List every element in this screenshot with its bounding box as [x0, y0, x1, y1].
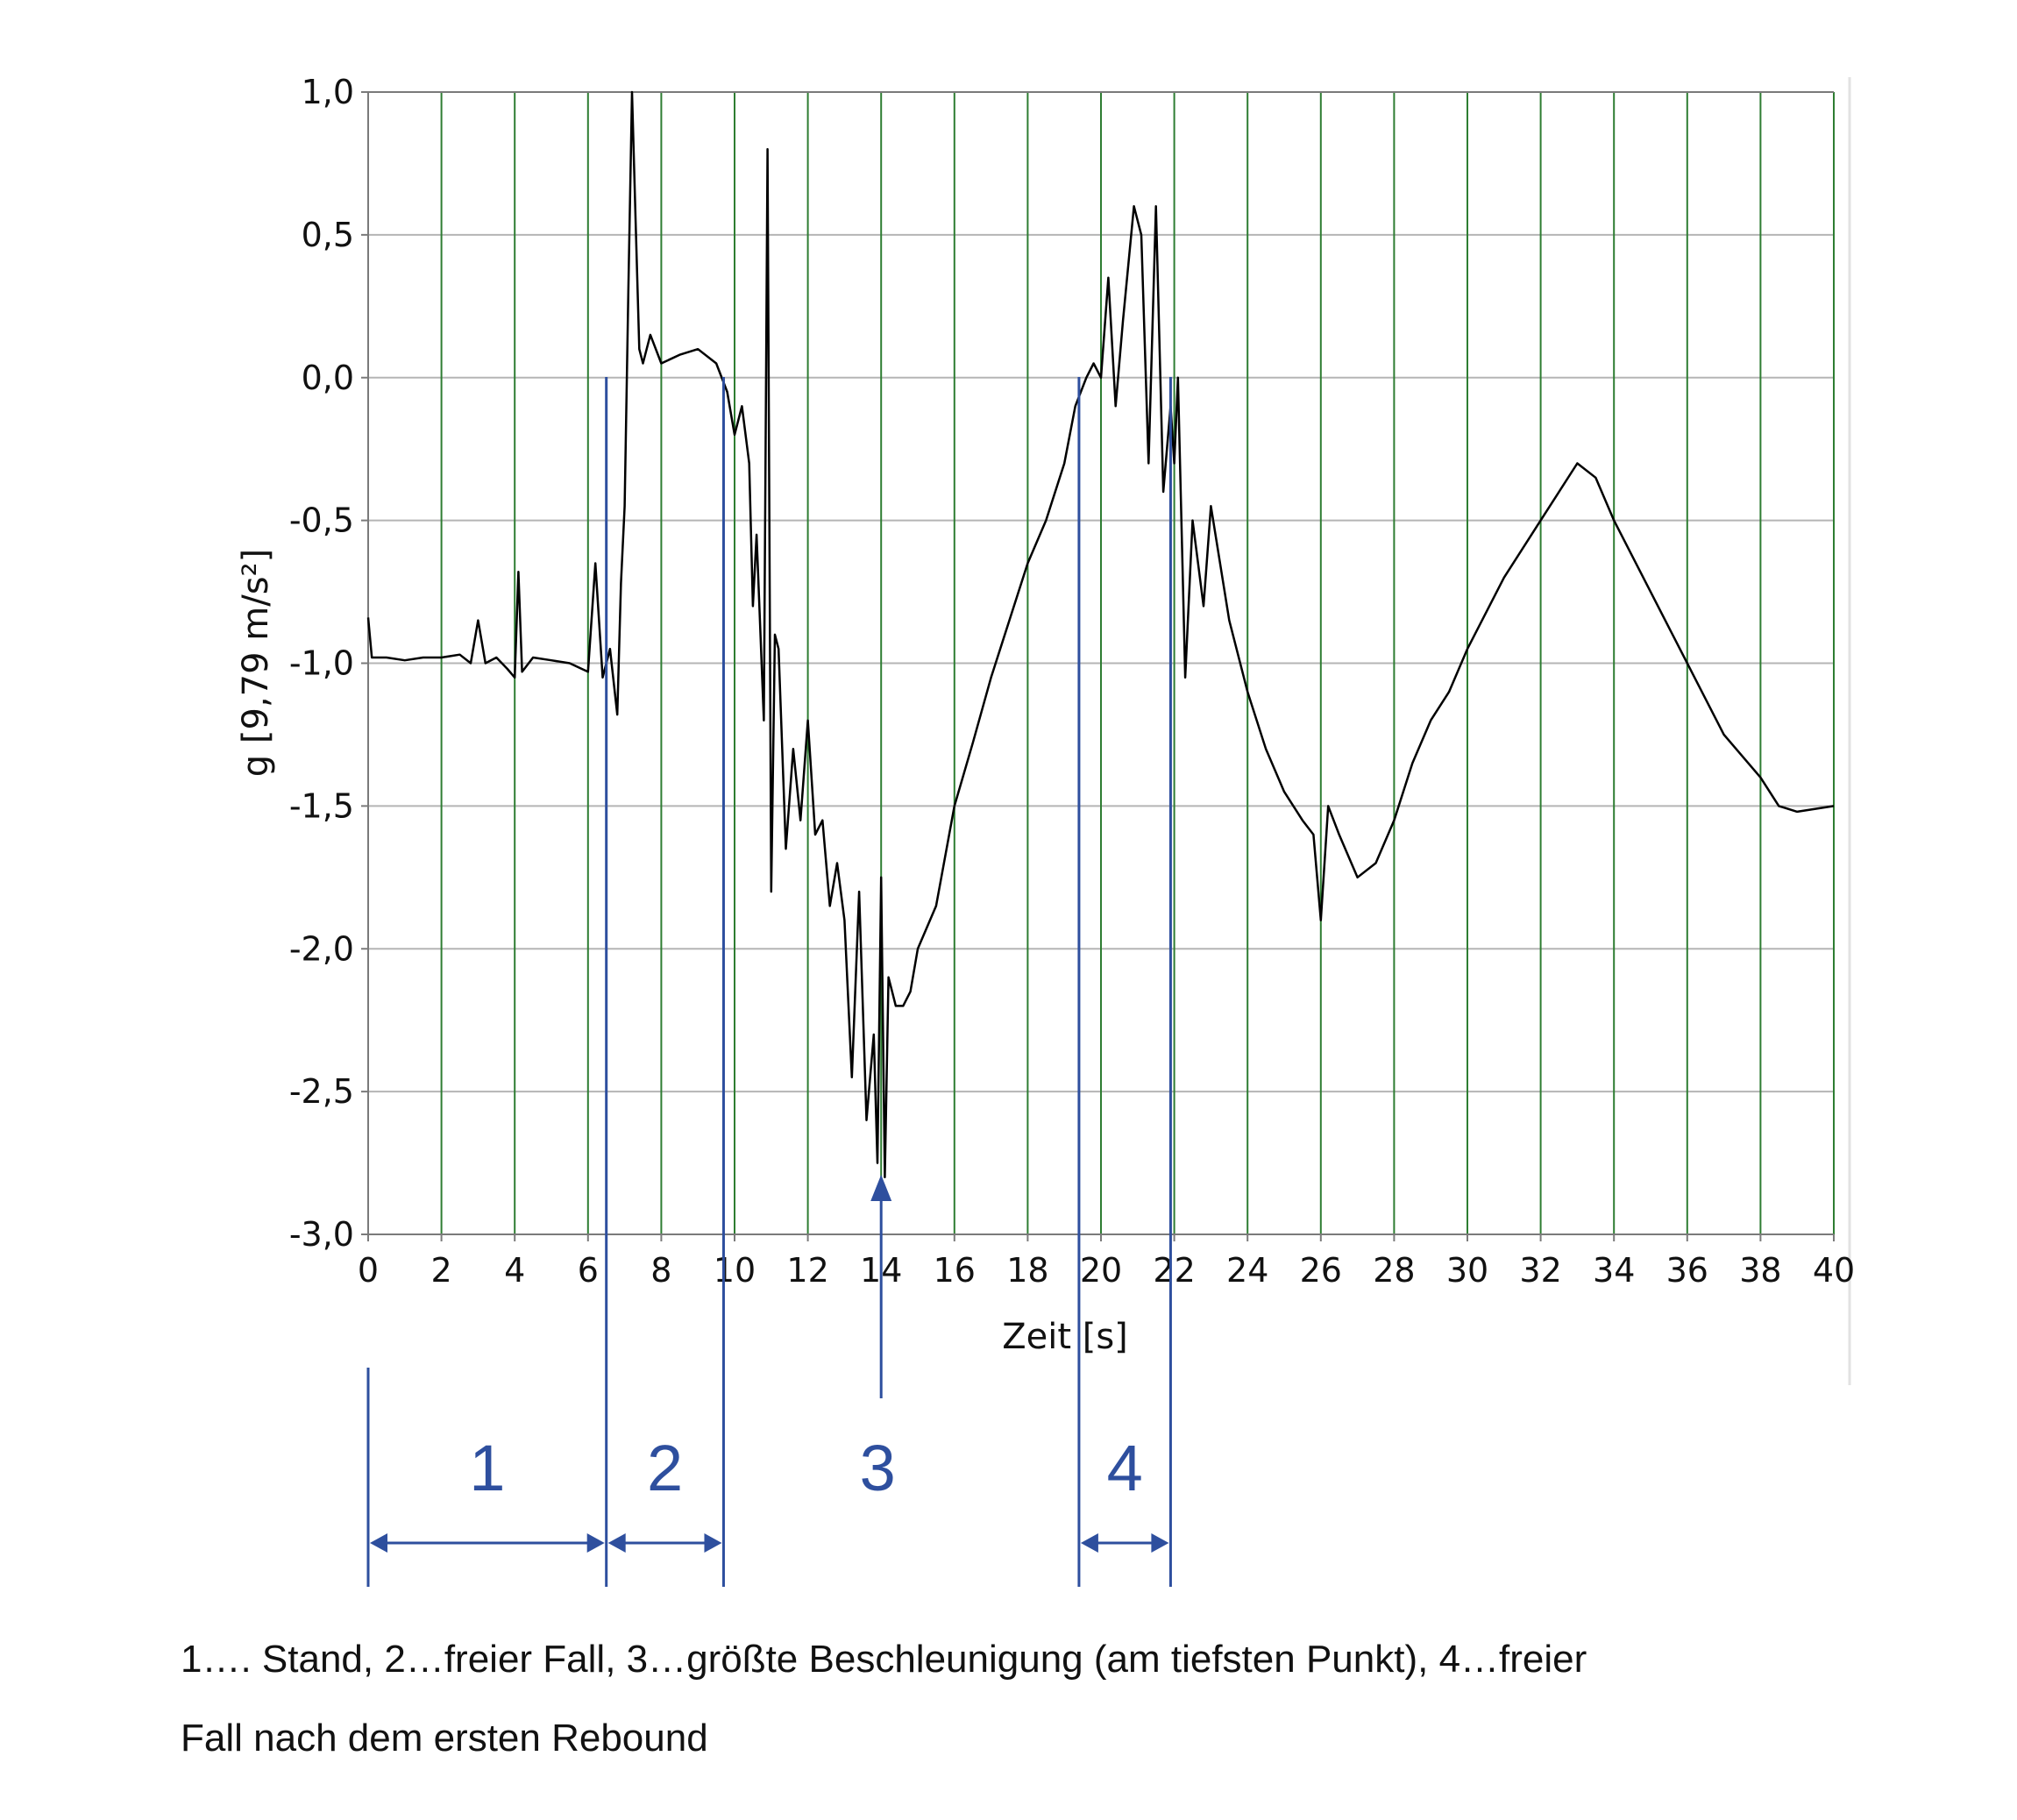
x-axis-title: Zeit [s] — [1002, 1317, 1128, 1357]
x-tick-label: 36 — [1666, 1251, 1708, 1290]
arrow-head — [370, 1533, 387, 1553]
y-tick-label: 0,0 — [302, 359, 354, 397]
arrow-head — [704, 1533, 722, 1553]
y-tick-labels: 1,0 0,5 0,0 -0,5 -1,0 -1,5 -2,0 -2,5 -3,0 — [289, 73, 368, 1254]
arrow-head — [1080, 1533, 1098, 1553]
x-tick-label: 34 — [1593, 1251, 1635, 1290]
x-tick-labels: 0 2 4 6 8 10 12 14 16 18 20 22 24 26 28 30 32 34 36 38 40 — [358, 1234, 1855, 1290]
x-tick-label: 28 — [1373, 1251, 1415, 1290]
y-tick-label: -2,5 — [289, 1072, 354, 1111]
y-tick-label: -3,0 — [289, 1215, 354, 1254]
arrow-head — [607, 1533, 626, 1553]
arrow-head — [870, 1175, 892, 1201]
y-tick-label: -1,5 — [289, 786, 354, 825]
y-tick-label: 1,0 — [302, 73, 354, 111]
y-tick-label: -1,0 — [289, 644, 354, 683]
x-tick-label: 22 — [1153, 1251, 1195, 1290]
x-tick-label: 16 — [934, 1251, 976, 1290]
x-tick-label: 32 — [1519, 1251, 1561, 1290]
x-tick-label: 20 — [1080, 1251, 1122, 1290]
y-tick-label: -2,0 — [289, 929, 354, 968]
x-tick-label: 40 — [1813, 1251, 1855, 1290]
x-tick-label: 2 — [431, 1251, 452, 1290]
phase-label: 2 — [647, 1432, 683, 1504]
y-tick-label: 0,5 — [302, 216, 354, 254]
arrow-head — [1151, 1533, 1169, 1553]
x-tick-label: 12 — [786, 1251, 828, 1290]
vertical-grid — [440, 92, 1835, 1234]
x-tick-label: 4 — [504, 1251, 525, 1290]
phase-label: 3 — [860, 1432, 896, 1504]
x-tick-label: 6 — [578, 1251, 599, 1290]
x-tick-label: 10 — [714, 1251, 756, 1290]
y-axis-title: g [9,79 m/s²] — [236, 549, 276, 777]
x-tick-label: 18 — [1006, 1251, 1048, 1290]
x-tick-label: 0 — [358, 1251, 379, 1290]
x-tick-label: 26 — [1300, 1251, 1342, 1290]
x-tick-label: 8 — [650, 1251, 671, 1290]
phase-label: 4 — [1107, 1432, 1143, 1504]
phase-label: 1 — [469, 1432, 505, 1504]
arrow-head — [586, 1533, 605, 1553]
x-tick-label: 38 — [1739, 1251, 1781, 1290]
caption-line-2: Fall nach dem ersten Rebound — [181, 1717, 708, 1760]
y-tick-label: -0,5 — [289, 501, 354, 540]
x-tick-label: 30 — [1446, 1251, 1488, 1290]
caption-line-1: 1…. Stand, 2…freier Fall, 3…größte Besch… — [181, 1638, 1587, 1681]
x-tick-label: 24 — [1226, 1251, 1268, 1290]
